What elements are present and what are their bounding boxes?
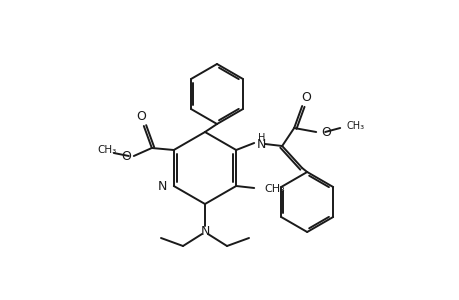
Text: N: N xyxy=(200,226,209,238)
Text: N: N xyxy=(257,139,266,152)
Text: CH₃: CH₃ xyxy=(346,121,364,131)
Text: CH₃: CH₃ xyxy=(263,184,284,194)
Text: O: O xyxy=(135,110,146,124)
Text: N: N xyxy=(157,181,167,194)
Text: H: H xyxy=(257,133,265,143)
Text: CH₃: CH₃ xyxy=(97,145,116,155)
Text: O: O xyxy=(121,151,130,164)
Text: O: O xyxy=(301,91,310,103)
Text: O: O xyxy=(320,127,330,140)
